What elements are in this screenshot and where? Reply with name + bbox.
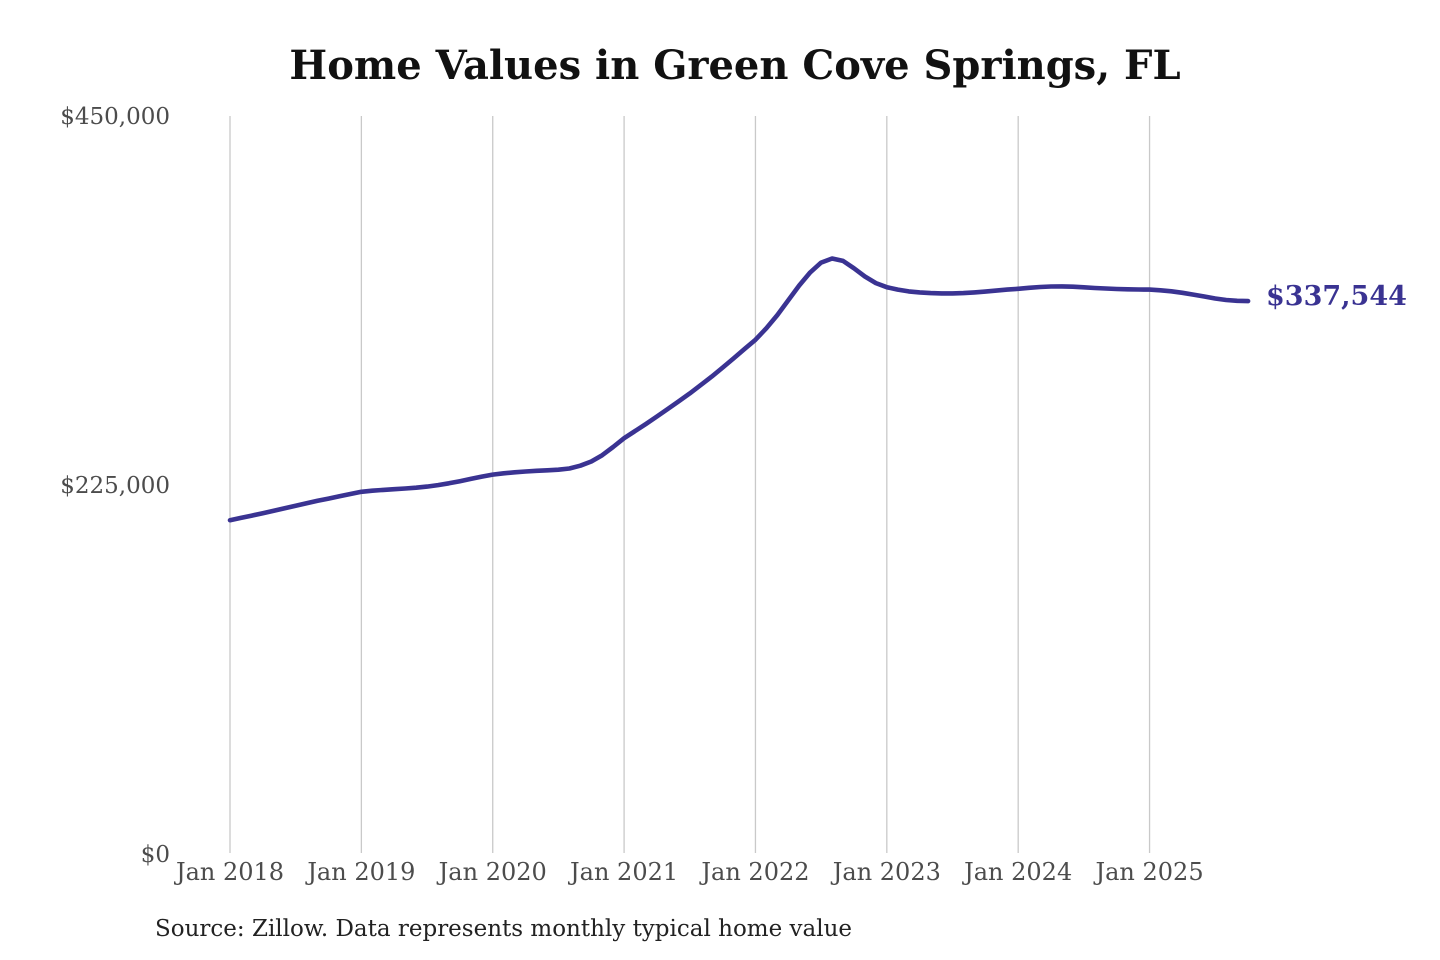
source-note: Source: Zillow. Data represents monthly … [155,916,853,942]
x-axis-tick-label: Jan 2023 [832,858,941,886]
gridlines [229,116,1151,853]
y-axis-tick-label: $225,000 [60,472,170,499]
x-axis-tick-label: Jan 2022 [701,858,810,886]
y-axis-tick-label: $450,000 [60,103,170,130]
x-axis-tick-label: Jan 2021 [570,858,679,886]
chart-title: Home Values in Green Cove Springs, FL [289,42,1181,89]
x-axis-tick-label: Jan 2024 [964,858,1073,886]
x-axis-tick-label: Jan 2019 [307,858,416,886]
y-axis-tick-label: $0 [140,842,170,868]
x-axis-tick-label: Jan 2018 [175,858,285,886]
latest-value-label: $337,544 [1266,281,1407,312]
home-value-line [227,256,1251,523]
x-axis-tick-label: Jan 2025 [1095,858,1204,886]
x-axis-tick-label: Jan 2020 [438,858,547,886]
